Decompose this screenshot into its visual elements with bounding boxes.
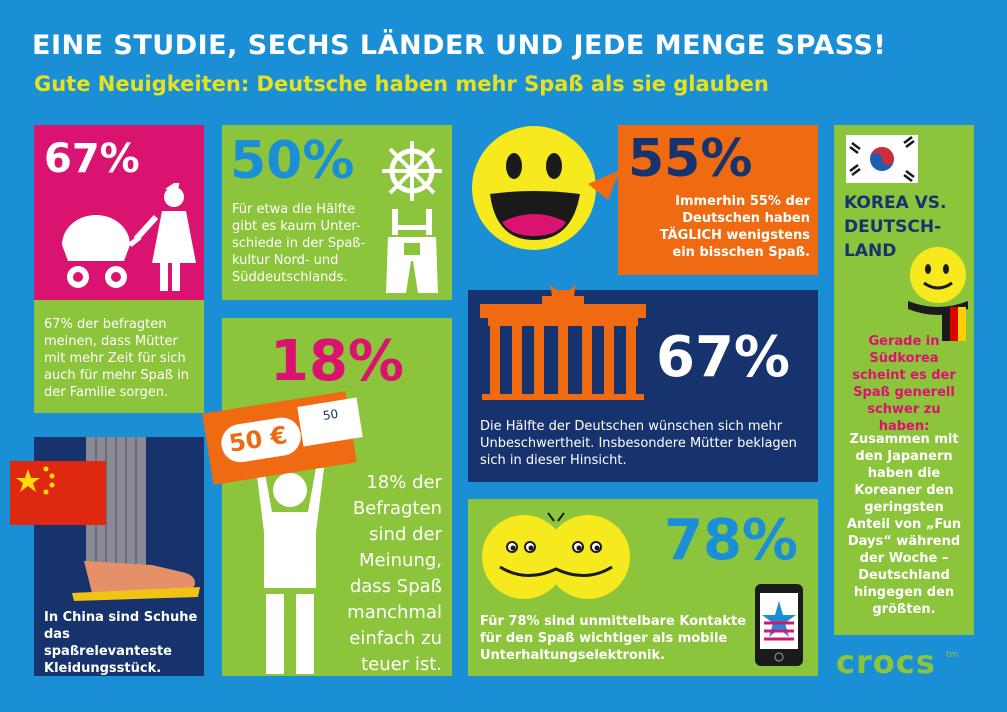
korea-panel: KOREA VS. DEUTSCH-LAND Gerade in Südkore… — [834, 125, 974, 635]
smartphone-icon — [755, 584, 803, 666]
berlin-text: Die Hälfte der Deutschen wünschen sich m… — [480, 419, 797, 468]
china-flag-icon — [10, 461, 106, 525]
page-subtitle: Gute Neuigkeiten: Deutsche haben mehr Sp… — [34, 72, 769, 96]
mothers-stat-panel: 67% — [34, 125, 204, 300]
regions-text: Für etwa die Hälfte gibt es kaum Unter-s… — [232, 202, 366, 285]
page-title: EINE STUDIE, SECHS LÄNDER UND JEDE MENGE… — [32, 30, 887, 61]
south-korea-flag-icon — [846, 135, 918, 183]
person-holding-sign-icon — [256, 468, 324, 674]
mothers-text-panel: 67% der befragten meinen, dass Mütter mi… — [34, 300, 204, 413]
korea-text: Zusammen mit den Japanern haben die Kore… — [846, 432, 962, 617]
contacts-panel: 78% Für 78% sind unmittelbare Kontakte f… — [468, 499, 818, 676]
brandenburg-gate-icon — [480, 284, 646, 400]
korea-intro: Gerade in Südkorea scheint es der Spaß g… — [852, 334, 956, 434]
regions-panel: 50% Für etwa die Hälfte gibt es kaum Unt… — [222, 125, 452, 300]
laughing-smiley-icon — [472, 126, 620, 250]
ship-wheel-icon — [382, 141, 442, 201]
crocs-trademark: tm — [946, 650, 959, 660]
banknote-corner-value: 50 — [321, 406, 340, 423]
berlin-panel: 67% Die Hälfte der Deutschen wünschen si… — [468, 284, 818, 482]
money-panel: 18% 18% der Befragten sind der Meinung, … — [222, 318, 452, 676]
money-text: 18% der Befragten sind der Meinung, dass… — [347, 472, 442, 675]
regions-percent: 50% — [230, 131, 355, 191]
daily-percent: 55% — [628, 129, 753, 189]
daily-panel: 55% Immerhin 55% der Deutschen haben TÄG… — [618, 125, 818, 275]
mothers-percent: 67% — [44, 136, 140, 182]
korea-heading: KOREA VS. DEUTSCH-LAND — [844, 193, 947, 261]
smiley-with-scarf-icon — [908, 247, 968, 341]
lederhosen-icon — [386, 209, 438, 293]
mother-with-stroller-icon — [62, 183, 196, 291]
kissing-smileys-icon — [482, 512, 630, 599]
contacts-text: Für 78% sind unmittelbare Kontakte für d… — [480, 614, 747, 663]
berlin-percent: 67% — [656, 325, 791, 390]
crocs-logo: crocs — [836, 643, 936, 681]
daily-text: Immerhin 55% der Deutschen haben TÄGLICH… — [659, 194, 810, 260]
china-panel: In China sind Schuhe das spaßrelevantest… — [10, 437, 204, 676]
money-percent: 18% — [270, 329, 405, 394]
contacts-percent: 78% — [664, 508, 799, 573]
mothers-text: 67% der befragten meinen, dass Mütter mi… — [44, 317, 190, 400]
china-text: In China sind Schuhe das spaßrelevantest… — [44, 610, 198, 676]
